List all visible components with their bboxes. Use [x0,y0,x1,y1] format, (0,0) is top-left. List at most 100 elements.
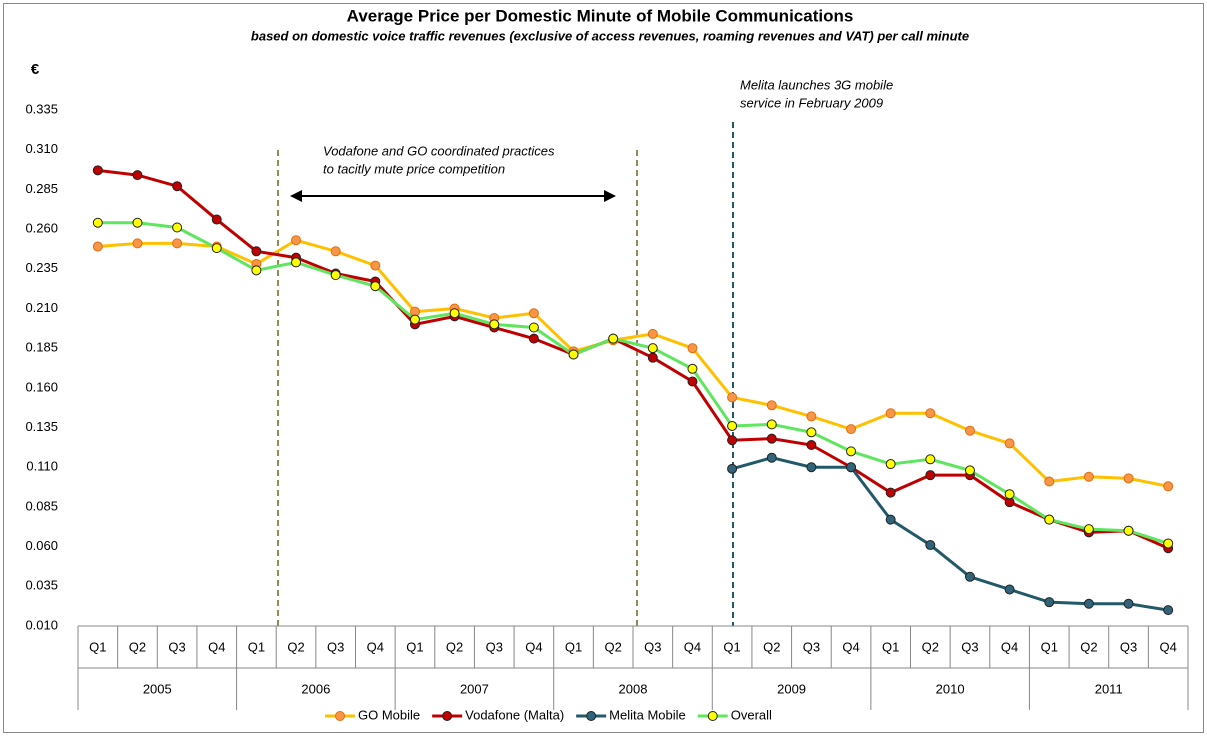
year-label: 2005 [143,681,172,696]
year-label: 2010 [936,681,965,696]
y-tick-label: 0.160 [25,379,58,394]
data-point [766,452,777,463]
annotation: service in February 2009 [740,95,883,110]
x-tick-label: Q1 [89,639,106,654]
legend-label: Melita Mobile [609,707,686,722]
x-tick-label: Q4 [525,639,542,654]
y-tick-label: 0.135 [25,419,58,434]
data-point [687,343,698,354]
year-label: 2006 [301,681,330,696]
data-point [727,435,738,446]
data-point [251,265,262,276]
data-point [1163,538,1174,549]
x-tick-label: Q2 [129,639,146,654]
x-tick-label: Q2 [922,639,939,654]
y-tick-label: 0.310 [25,141,58,156]
data-point [806,440,817,451]
x-tick-label: Q4 [1001,639,1018,654]
data-point [1044,597,1055,608]
data-point [489,319,500,330]
data-point [1163,481,1174,492]
data-point [687,363,698,374]
data-point [647,352,658,363]
data-point [964,465,975,476]
data-point [925,540,936,551]
annotation: Vodafone and GO coordinated practices [323,143,555,158]
legend-label: Overall [731,707,772,722]
series-line [97,168,1169,550]
data-point [291,235,302,246]
x-tick-label: Q2 [287,639,304,654]
annotation: to tacitly mute price competition [323,161,505,176]
legend-label: GO Mobile [358,707,420,722]
x-tick-label: Q1 [723,639,740,654]
data-point [766,419,777,430]
chart-border [3,3,1204,733]
x-tick-label: Q3 [168,639,185,654]
chart-subtitle: based on domestic voice traffic revenues… [251,28,969,43]
data-point [370,281,381,292]
data-point [92,165,103,176]
y-tick-label: 0.010 [25,617,58,632]
data-point [1004,438,1015,449]
x-tick-label: Q4 [208,639,225,654]
data-point [370,260,381,271]
data-point [846,446,857,457]
annotation: Melita launches 3G mobile [740,77,893,92]
y-tick-label: 0.110 [26,459,58,474]
data-point [568,349,579,360]
data-point [1083,471,1094,482]
data-point [1004,584,1015,595]
x-tick-label: Q3 [961,639,978,654]
year-label: 2009 [777,681,806,696]
x-tick-label: Q2 [446,639,463,654]
data-point [1123,598,1134,609]
x-tick-label: Q2 [605,639,622,654]
data-point [964,571,975,582]
series-line [97,238,1169,488]
x-tick-label: Q4 [842,639,859,654]
data-point [846,462,857,473]
series-line [731,456,1169,612]
data-point [172,181,183,192]
x-tick-label: Q4 [1160,639,1177,654]
data-point [528,308,539,319]
data-point [251,246,262,257]
data-point [92,217,103,228]
data-point [132,170,143,181]
data-point [687,376,698,387]
data-point [1083,598,1094,609]
x-tick-label: Q4 [367,639,384,654]
y-tick-label: 0.060 [25,538,58,553]
legend-marker [586,711,597,721]
y-tick-label: 0.210 [25,300,58,315]
y-tick-label: 0.335 [25,101,58,116]
x-tick-label: Q1 [248,639,265,654]
data-point [211,214,222,225]
data-point [608,333,619,344]
y-tick-label: 0.085 [25,498,58,513]
data-point [647,328,658,339]
data-point [885,459,896,470]
data-point [132,238,143,249]
data-point [1044,476,1055,487]
y-tick-label: 0.185 [25,340,58,355]
y-axis-label: € [31,61,40,78]
data-point [925,470,936,481]
data-point [92,241,103,252]
data-point [1123,473,1134,484]
data-point [727,392,738,403]
data-point [1044,514,1055,525]
data-point [330,270,341,281]
data-point [727,463,738,474]
data-point [806,462,817,473]
data-point [806,427,817,438]
data-point [885,408,896,419]
x-tick-label: Q3 [486,639,503,654]
data-point [172,238,183,249]
data-point [766,400,777,411]
year-label: 2008 [619,681,648,696]
data-point [1004,489,1015,500]
